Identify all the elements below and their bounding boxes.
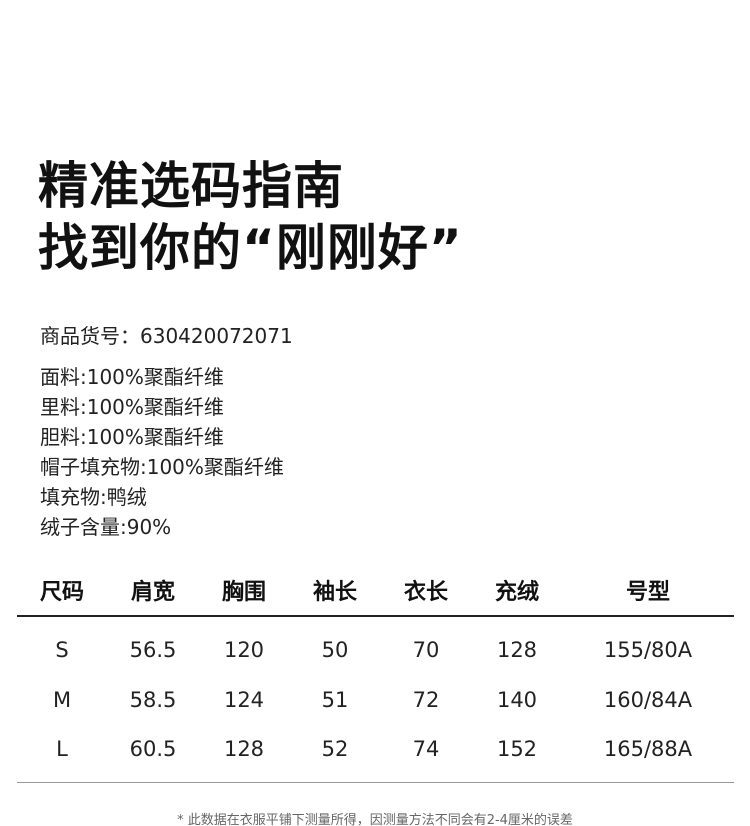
cell-fit: 155/80A — [603, 638, 693, 662]
cell-chest: 120 — [223, 638, 265, 662]
cell-size: L — [56, 737, 68, 761]
cell-shoulder: 56.5 — [129, 638, 177, 662]
material-item: 面料:100%聚酯纤维 — [40, 365, 224, 389]
cell-fit: 165/88A — [603, 737, 693, 761]
product-number: 商品货号：630420072071 — [40, 324, 293, 348]
cell-size: S — [55, 638, 69, 662]
material-item: 填充物:鸭绒 — [40, 485, 147, 509]
cell-shoulder: 60.5 — [129, 737, 177, 761]
cell-fill: 128 — [496, 638, 538, 662]
cell-fit: 160/84A — [603, 688, 693, 712]
material-item: 帽子填充物:100%聚酯纤维 — [40, 455, 284, 479]
cell-length: 70 — [412, 638, 440, 662]
cell-size: M — [52, 688, 72, 712]
footnote: * 此数据在衣服平铺下测量所得，因测量方法不同会有2-4厘米的误差 — [177, 813, 573, 826]
header-shoulder: 肩宽 — [130, 580, 175, 605]
header-chest: 胸围 — [221, 580, 266, 605]
cell-shoulder: 58.5 — [129, 688, 177, 712]
header-sleeve: 袖长 — [312, 580, 357, 605]
title-line-2: 找到你的“刚刚好” — [38, 219, 463, 277]
header-fit: 号型 — [625, 580, 670, 605]
material-item: 里料:100%聚酯纤维 — [40, 395, 224, 419]
header-size: 尺码 — [39, 580, 84, 605]
table-bottom-divider — [17, 782, 734, 783]
cell-chest: 124 — [223, 688, 265, 712]
cell-fill: 152 — [496, 737, 538, 761]
cell-chest: 128 — [223, 737, 265, 761]
material-item: 绒子含量:90% — [40, 515, 172, 539]
cell-length: 72 — [412, 688, 440, 712]
materials-list: 面料:100%聚酯纤维 里料:100%聚酯纤维 胆料:100%聚酯纤维 帽子填充… — [40, 362, 284, 542]
material-item: 胆料:100%聚酯纤维 — [40, 425, 224, 449]
header-fill: 充绒 — [494, 580, 539, 605]
cell-length: 74 — [412, 737, 440, 761]
cell-fill: 140 — [496, 688, 538, 712]
cell-sleeve: 52 — [321, 737, 349, 761]
cell-sleeve: 51 — [321, 688, 349, 712]
title-line-1: 精准选码指南 — [38, 157, 344, 215]
cell-sleeve: 50 — [321, 638, 349, 662]
header-divider — [17, 615, 734, 617]
header-length: 衣长 — [403, 580, 448, 605]
